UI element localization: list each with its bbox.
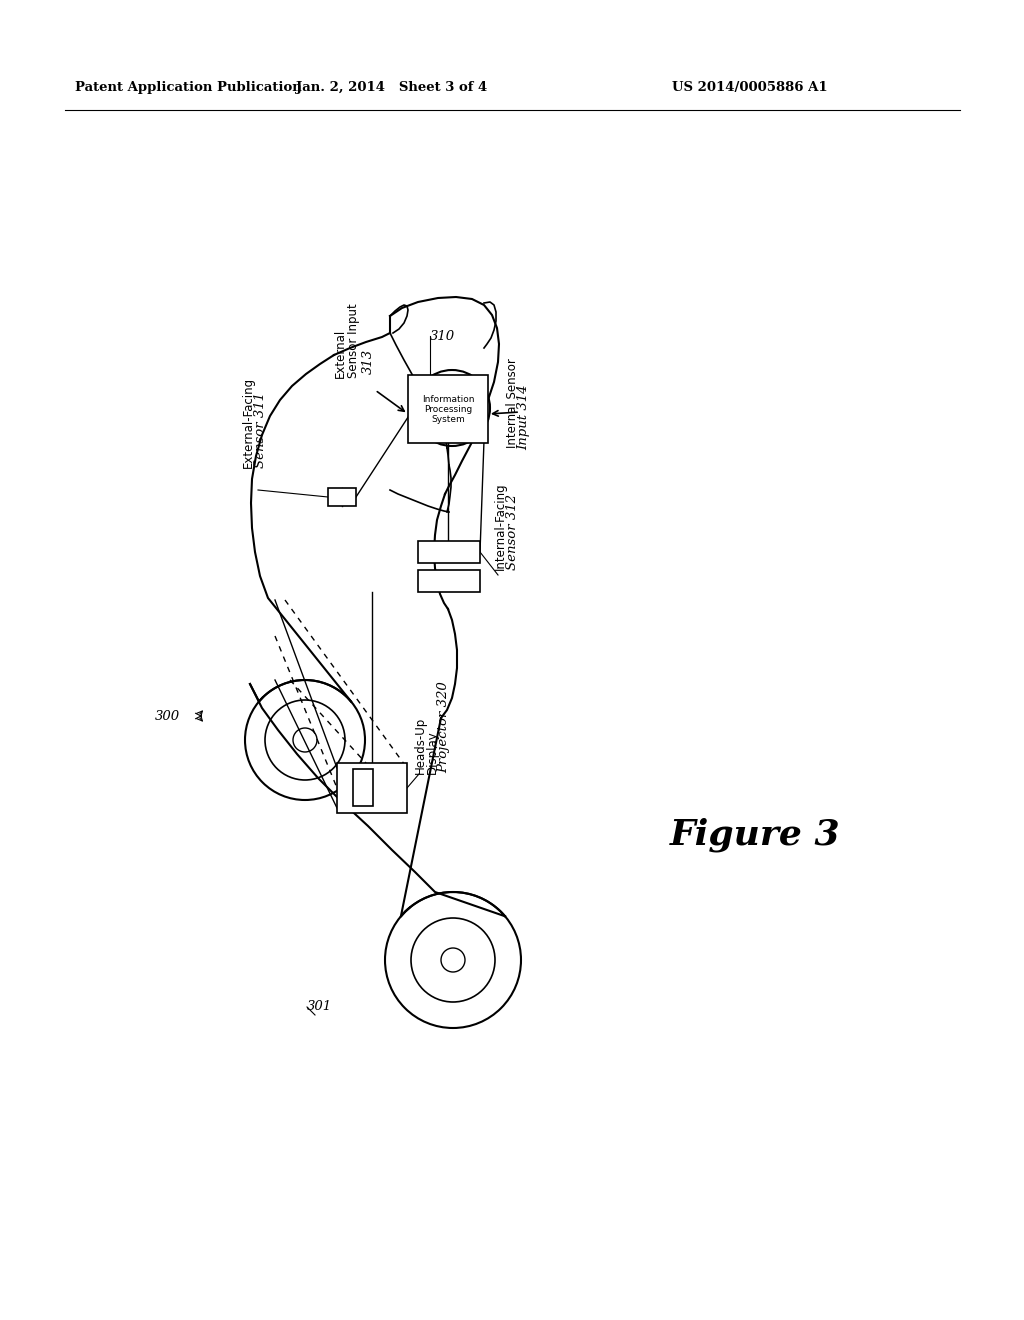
Bar — [418, 541, 480, 564]
Bar — [337, 763, 407, 813]
Text: Display: Display — [426, 730, 438, 774]
Circle shape — [447, 403, 457, 413]
Text: Input 314: Input 314 — [517, 384, 530, 450]
Text: 313: 313 — [361, 348, 375, 374]
Circle shape — [293, 729, 317, 752]
Text: 310: 310 — [430, 330, 455, 342]
Bar — [353, 770, 373, 807]
Text: 300: 300 — [155, 710, 180, 722]
Text: Information: Information — [422, 395, 474, 404]
Text: Jan. 2, 2014   Sheet 3 of 4: Jan. 2, 2014 Sheet 3 of 4 — [296, 82, 487, 95]
Text: Internal Sensor: Internal Sensor — [506, 358, 518, 447]
Text: Sensor Input: Sensor Input — [347, 304, 360, 378]
Text: System: System — [431, 414, 465, 424]
Text: Sensor 312: Sensor 312 — [506, 494, 518, 570]
Text: Patent Application Publication: Patent Application Publication — [75, 82, 302, 95]
Text: Internal-Facing: Internal-Facing — [494, 482, 507, 570]
Text: 301: 301 — [307, 1001, 332, 1014]
Text: External-Facing: External-Facing — [242, 378, 255, 469]
Text: Processing: Processing — [424, 404, 472, 413]
Text: Projector 320: Projector 320 — [437, 681, 451, 774]
Text: US 2014/0005886 A1: US 2014/0005886 A1 — [672, 82, 827, 95]
Circle shape — [441, 948, 465, 972]
Bar — [328, 488, 356, 506]
Bar — [418, 570, 480, 591]
Text: Figure 3: Figure 3 — [670, 818, 841, 853]
Bar — [408, 375, 488, 444]
Text: External: External — [334, 329, 346, 378]
Text: Sensor 311: Sensor 311 — [254, 392, 266, 469]
Text: Heads-Up: Heads-Up — [414, 717, 427, 774]
